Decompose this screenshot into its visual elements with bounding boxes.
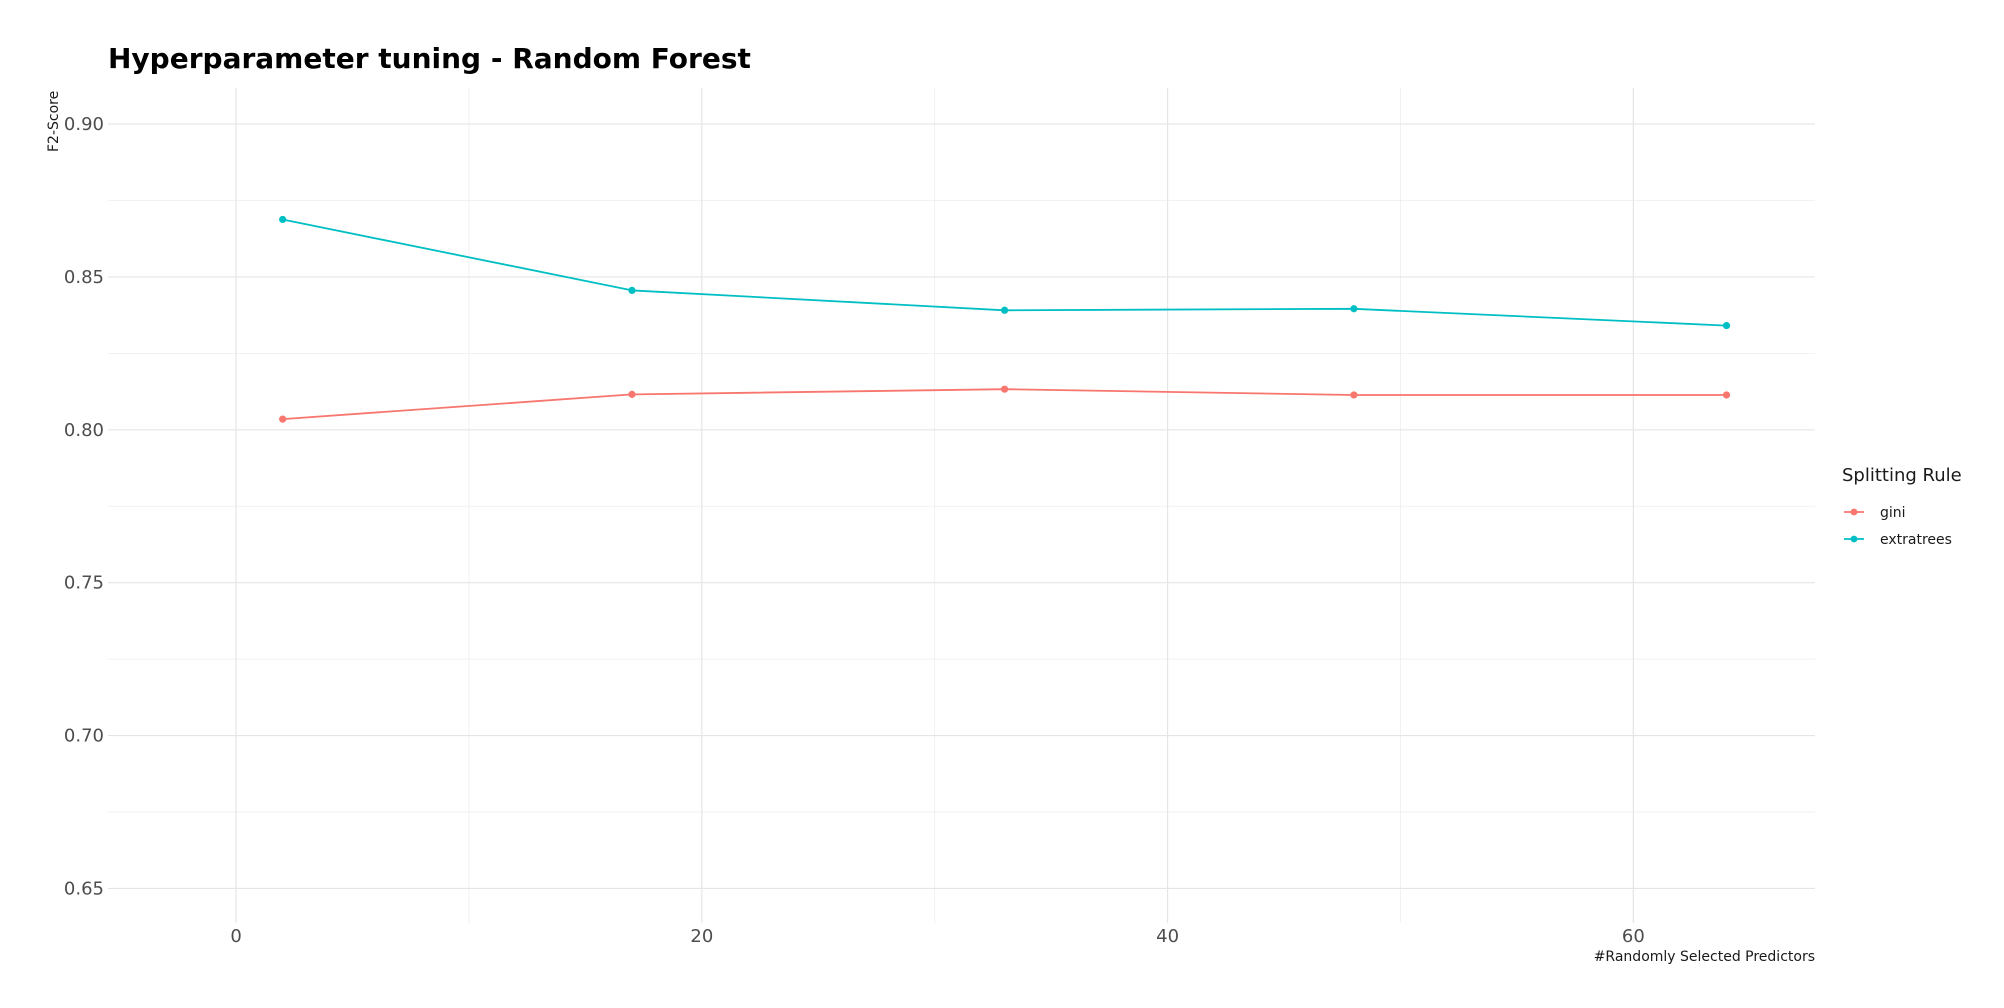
legend-item-extratrees: extratrees bbox=[1844, 532, 1952, 548]
legend-title: Splitting Rule bbox=[1842, 465, 1962, 486]
y-tick-label: 0.65 bbox=[64, 878, 104, 899]
data-point-gini bbox=[279, 415, 287, 423]
x-tick-label: 60 bbox=[1622, 926, 1645, 947]
legend: Splitting Rule gini extratrees bbox=[1842, 465, 1962, 548]
series-line-gini bbox=[282, 388, 1727, 420]
grid bbox=[108, 88, 1815, 923]
y-tick-label: 0.70 bbox=[64, 726, 104, 747]
legend-item-gini: gini bbox=[1844, 505, 1906, 521]
axes: 0 20 40 60 0.65 0.70 0.75 0.80 0.85 0.90 bbox=[64, 114, 1645, 947]
x-tick-label: 20 bbox=[690, 926, 713, 947]
series-gini bbox=[279, 385, 1731, 423]
y-tick-label: 0.85 bbox=[64, 267, 104, 288]
legend-items: gini extratrees bbox=[1844, 505, 1952, 548]
x-tick-label: 40 bbox=[1156, 926, 1179, 947]
data-point-extratrees bbox=[279, 215, 287, 224]
data-point-extratrees bbox=[628, 286, 636, 295]
y-axis-title: F2-Score bbox=[46, 91, 62, 152]
legend-label: extratrees bbox=[1880, 532, 1952, 548]
data-point-extratrees bbox=[1722, 321, 1731, 330]
data-point-gini bbox=[628, 390, 636, 398]
y-tick-label: 0.75 bbox=[64, 573, 104, 594]
series-extratrees bbox=[279, 215, 1731, 330]
data-point-gini bbox=[1350, 391, 1358, 399]
data-point-extratrees bbox=[1350, 305, 1358, 313]
data-point-gini bbox=[1000, 385, 1009, 393]
y-tick-label: 0.80 bbox=[64, 420, 104, 441]
y-tick-label: 0.90 bbox=[64, 114, 104, 135]
legend-key-point bbox=[1850, 535, 1858, 543]
chart-title: Hyperparameter tuning - Random Forest bbox=[108, 42, 751, 75]
legend-key-point bbox=[1850, 508, 1858, 516]
x-tick-label: 0 bbox=[230, 926, 241, 947]
legend-label: gini bbox=[1880, 505, 1906, 521]
data-point-gini bbox=[1722, 391, 1731, 399]
series-layer bbox=[279, 215, 1731, 423]
x-axis-title: #Randomly Selected Predictors bbox=[1594, 949, 1815, 965]
data-point-extratrees bbox=[1000, 306, 1009, 314]
